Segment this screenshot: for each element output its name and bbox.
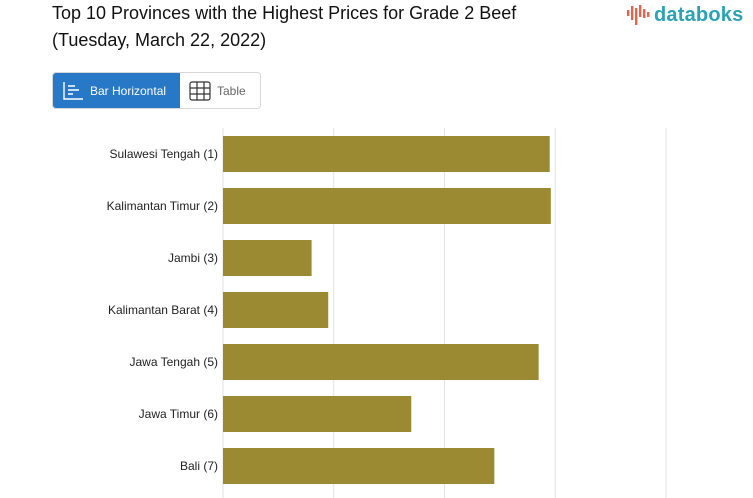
bar-horizontal-label: Bar Horizontal: [90, 83, 167, 98]
chart-title: Top 10 Provinces with the Highest Prices…: [52, 3, 517, 50]
table-label: Table: [217, 83, 246, 98]
bar-chart-icon: [63, 81, 83, 100]
bar[interactable]: [223, 240, 312, 276]
category-label: Bali (7): [180, 459, 218, 473]
category-label: Kalimantan Barat (4): [108, 303, 218, 317]
bar[interactable]: [223, 448, 495, 484]
view-toggle: Bar Horizontal Table: [52, 72, 261, 109]
bar[interactable]: [223, 344, 539, 380]
bar[interactable]: [223, 136, 550, 172]
bar[interactable]: [223, 188, 551, 224]
category-label: Sulawesi Tengah (1): [109, 147, 218, 161]
category-label: Jawa Tengah (5): [130, 355, 219, 369]
table-button[interactable]: Table: [180, 73, 260, 108]
category-label: Jambi (3): [168, 251, 218, 265]
table-grid-icon: [189, 80, 211, 101]
category-label: Jawa Timur (6): [139, 407, 218, 421]
bar[interactable]: [223, 292, 329, 328]
category-label: Kalimantan Timur (2): [107, 199, 218, 213]
databoks-logo-icon: [627, 5, 650, 25]
logo-text: databoks: [654, 3, 744, 26]
bar-horizontal-button[interactable]: Bar Horizontal: [53, 73, 180, 108]
bar[interactable]: [223, 396, 412, 432]
brand-logo[interactable]: databoks: [626, 2, 743, 28]
